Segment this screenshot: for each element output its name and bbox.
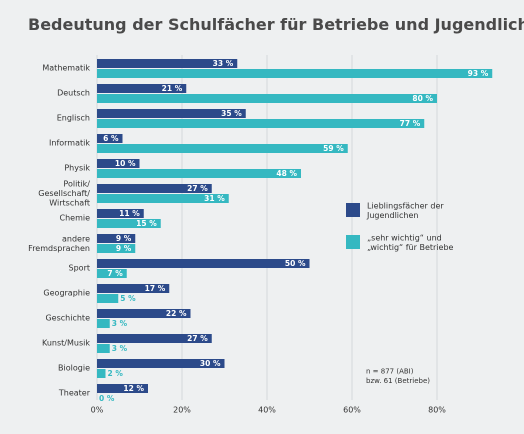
x-tick-label: 40% [258,406,276,415]
bar [97,169,301,178]
legend-label: „sehr wichtig“ und „wichtig“ für Betriebe [367,233,454,252]
bar [97,269,127,278]
bar [97,294,119,303]
bar [97,359,225,368]
y-tick-label: Deutsch [57,89,90,98]
bar [97,194,229,203]
value-label: 7 % [107,269,123,278]
y-tick-label: Biologie [58,364,90,373]
bar [97,259,310,268]
value-label: 3 % [112,319,128,328]
x-tick-label: 80% [428,406,446,415]
value-label: 27 % [187,334,208,343]
y-tick-label: Sport [69,264,90,273]
x-tick-label: 20% [173,406,191,415]
bar [97,244,136,253]
bar [97,94,437,103]
value-label: 11 % [119,209,140,218]
bar [97,369,106,378]
legend-label: Lieblingsfächer der Jugendlichen [366,201,444,220]
value-label: 50 % [285,259,306,268]
bar [97,319,110,328]
value-label: 27 % [187,184,208,193]
bar [97,219,161,228]
bar [97,309,191,318]
legend-swatch [346,235,360,249]
y-tick-label: Informatik [49,139,90,148]
value-label: 0 % [99,394,115,403]
bar [97,69,493,78]
y-tick-label: Englisch [57,114,90,123]
y-tick-label: Geographie [43,289,90,298]
value-label: 77 % [400,119,421,128]
bar [97,59,238,68]
y-tick-label: Chemie [59,214,90,223]
value-label: 12 % [123,384,144,393]
bar [97,344,110,353]
value-label: 5 % [120,294,136,303]
bar [97,334,212,343]
value-label: 93 % [468,69,489,78]
value-label: 6 % [103,134,119,143]
bar [97,384,148,393]
value-label: 33 % [213,59,234,68]
value-label: 48 % [276,169,297,178]
bar [97,109,246,118]
value-label: 35 % [221,109,242,118]
chart-title: Bedeutung der Schulfächer für Betriebe u… [28,15,524,34]
value-label: 9 % [116,234,132,243]
bar [97,234,136,243]
bar [97,184,212,193]
value-label: 59 % [323,144,344,153]
y-tick-label: Physik [64,164,90,173]
y-tick-label: andere Fremdsprachen [28,234,90,253]
value-label: 2 % [108,369,124,378]
y-tick-label: Theater [58,389,91,398]
y-tick-label: Politik/Gesellschaft/Wirtschaft [38,179,90,207]
value-label: 10 % [115,159,136,168]
bar [97,209,144,218]
x-tick-label: 0% [91,406,104,415]
value-label: 3 % [112,344,128,353]
bar [97,134,123,143]
y-tick-label: Mathematik [42,64,90,73]
y-tick-label: Geschichte [45,314,90,323]
value-label: 30 % [200,359,221,368]
bar [97,284,170,293]
bar [97,159,140,168]
bar [97,144,348,153]
value-label: 15 % [136,219,157,228]
value-label: 31 % [204,194,225,203]
value-label: 22 % [166,309,187,318]
value-label: 17 % [145,284,166,293]
x-tick-label: 60% [343,406,361,415]
y-tick-label: Kunst/Musik [42,339,90,348]
note: n = 877 (ABI) bzw. 61 (Betriebe) [366,367,430,385]
value-label: 80 % [412,94,433,103]
bar [97,84,187,93]
legend-swatch [346,203,360,217]
value-label: 9 % [116,244,132,253]
value-label: 21 % [162,84,183,93]
bar [97,119,425,128]
